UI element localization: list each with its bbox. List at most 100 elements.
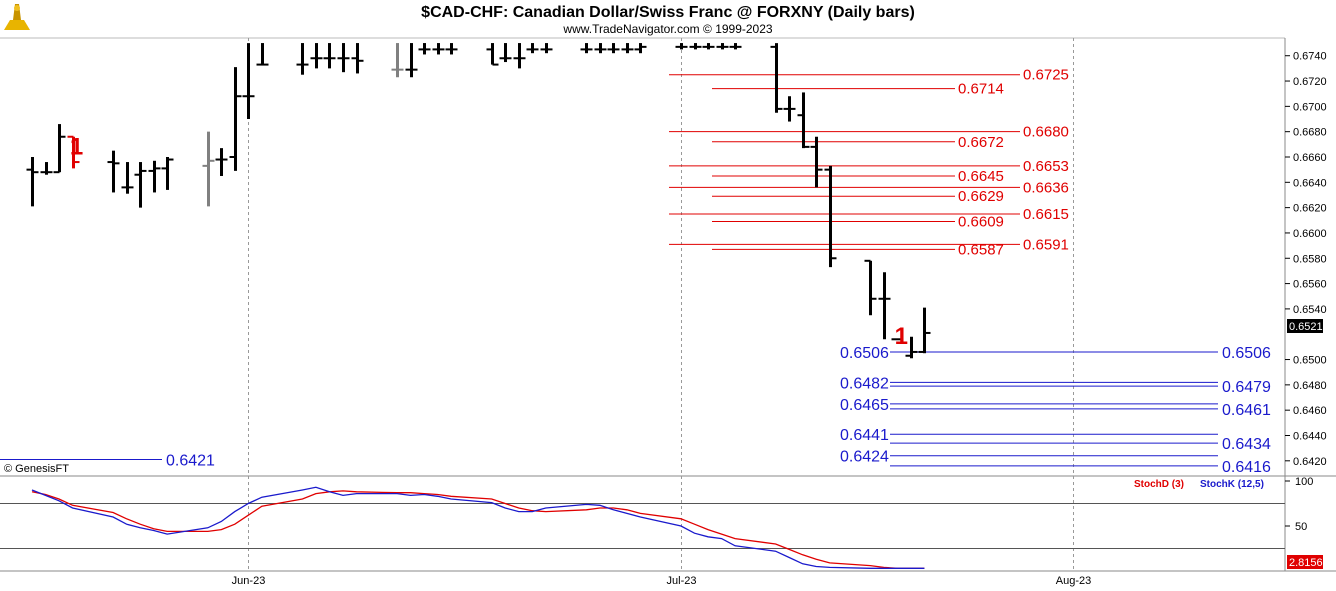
support-label-right: 0.6434 [1222,436,1271,453]
ohlc-bar [351,43,364,74]
ohlc-bar [67,135,80,169]
ohlc-bar [121,162,134,194]
copyright-label: © GenesisFT [4,463,69,475]
date-label: Jun-23 [232,575,266,587]
support-label-left: 0.6424 [840,449,889,466]
ohlc-bar [391,43,404,78]
ohlc-bar [202,131,215,207]
last-price-box: 0.6521 [1287,319,1323,333]
price-tick-label: 0.6640 [1293,177,1327,189]
ohlc-bar [716,43,729,50]
resistance-label: 0.6714 [958,81,1004,98]
resistance-label: 0.6587 [958,241,1004,258]
ohlc-bar [296,43,309,75]
stochastic-panel: 100 50 StochD (3) StochK (12,5) 2.8156 [0,476,1336,572]
ohlc-bar [405,43,418,78]
resistance-label: 0.6653 [1023,158,1069,175]
ohlc-bar [675,43,688,50]
ohlc-bar [445,43,458,55]
ohlc-bar [161,156,174,190]
price-tick-label: 0.6580 [1293,253,1327,265]
support-label-left: 0.6441 [840,427,889,444]
price-tick-label: 0.6560 [1293,279,1327,291]
support-label-left: 0.6421 [166,453,215,470]
price-tick-label: 0.6480 [1293,380,1327,392]
ohlc-bar [905,336,918,359]
ohlc-bar [40,162,53,175]
ohlc-bar [323,43,336,69]
price-panel: 0.6740 0.6720 0.6700 0.6680 0.6660 0.6640 0.66… [0,37,1336,477]
price-tick-label: 0.6600 [1293,228,1327,240]
price-tick-label: 0.6660 [1293,152,1327,164]
stoch-level-lines [0,503,1285,549]
pivot-marker: 1 [70,133,83,160]
ohlc-bar [526,43,539,54]
support-label-left: 0.6506 [840,345,889,362]
ohlc-bar [134,162,147,208]
ohlc-bar [621,43,634,54]
ohlc-bar [824,165,837,268]
pivot-marker: 1 [895,323,908,350]
tradenavigator-logo [4,4,30,30]
price-tick-label: 0.6420 [1293,456,1327,468]
ohlc-bar [513,43,526,69]
price-tick-label: 0.6540 [1293,304,1327,316]
ohlc-bar [689,43,702,50]
stoch-line [31,486,925,569]
resistance-label: 0.6615 [1023,206,1069,223]
price-tick-label: 0.6740 [1293,51,1327,63]
price-tick-label: 0.6700 [1293,101,1327,113]
ohlc-bar [770,43,783,113]
ohlc-bar [918,307,931,354]
date-axis: Jun-23 Jul-23 Aug-23 [232,575,1092,587]
price-tick-label: 0.6680 [1293,127,1327,139]
last-price-label: 0.6521 [1289,321,1323,333]
chart-title: $CAD-CHF: Canadian Dollar/Swiss Franc @ … [421,4,915,21]
support-label-right: 0.6416 [1222,459,1271,476]
ohlc-bar [432,43,445,55]
ohlc-bar [783,96,796,122]
ohlc-bar [418,43,431,55]
ohlc-bar [540,43,553,54]
ohlc-bar [486,43,499,66]
stoch-tick-label: 50 [1295,521,1307,533]
ohlc-bar [53,124,66,174]
resistance-label: 0.6725 [1023,67,1069,84]
stoch-axis: 100 50 [1285,476,1313,533]
chart-subtitle: www.TradeNavigator.com © 1999-2023 [562,22,772,36]
stoch-date-gridlines [248,476,1074,571]
legend-stochk: StochK (12,5) [1200,479,1264,490]
price-tick-label: 0.6720 [1293,76,1327,88]
resistance-label: 0.6645 [958,168,1004,185]
ohlc-bar [337,43,350,73]
ohlc-bar [702,43,715,50]
ohlc-bar [242,43,255,120]
ohlc-bar [634,43,647,54]
ohlc-bar [810,136,823,188]
support-label-left: 0.6465 [840,397,889,414]
resistance-label: 0.6636 [1023,179,1069,196]
date-label: Aug-23 [1056,575,1091,587]
price-tick-label: 0.6500 [1293,355,1327,367]
stoch-tick-label: 100 [1295,476,1313,488]
resistance-label: 0.6591 [1023,236,1069,253]
price-tick-label: 0.6460 [1293,405,1327,417]
date-label: Jul-23 [667,575,697,587]
ohlc-bar [878,272,891,340]
stoch-line [31,490,925,569]
ohlc-bar [256,43,269,66]
support-label-right: 0.6461 [1222,402,1271,419]
support-label-right: 0.6479 [1222,379,1271,396]
ohlc-bar [499,43,512,63]
ohlc-bar [607,43,620,54]
stoch-last-box: 2.8156 [1287,555,1323,569]
ohlc-bar [148,160,161,193]
ohlc-bar [580,43,593,54]
support-label-left: 0.6482 [840,375,889,392]
resistance-label: 0.6609 [958,214,1004,231]
resistance-label: 0.6672 [958,134,1004,151]
ohlc-bar [215,148,228,176]
stoch-last-label: 2.8156 [1289,557,1323,569]
price-axis: 0.6740 0.6720 0.6700 0.6680 0.6660 0.6640 0.66… [1285,51,1327,468]
